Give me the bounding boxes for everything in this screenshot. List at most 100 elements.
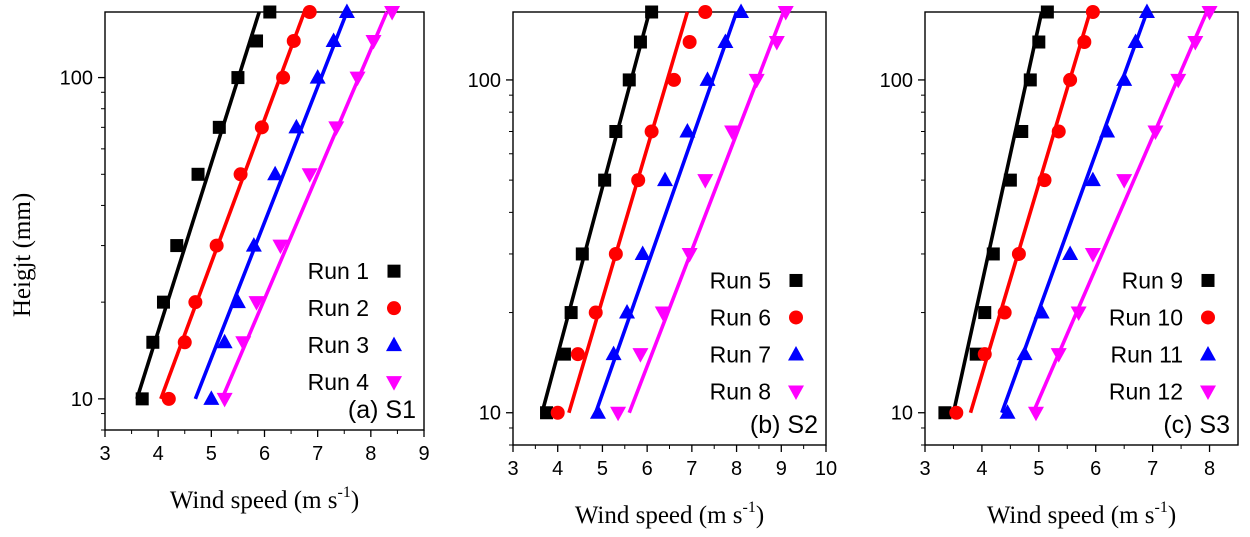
legend-marker: [386, 376, 402, 391]
legend: Run 9 Run 10 Run 11 Run 12: [1109, 267, 1216, 404]
x-tick-label: 10: [815, 458, 837, 480]
data-point: [1147, 125, 1164, 140]
data-point: [365, 34, 382, 50]
data-point: [631, 173, 646, 188]
data-point: [156, 295, 170, 309]
data-point: [697, 174, 714, 189]
data-point: [1084, 247, 1101, 263]
x-tick-label: 8: [1204, 458, 1215, 480]
legend: Run 5 Run 6 Run 7 Run 8: [710, 267, 804, 404]
data-point: [938, 406, 952, 420]
data-point: [161, 391, 176, 406]
data-point: [1127, 33, 1144, 49]
x-tick-label: 3: [99, 443, 110, 465]
legend-label: Run 4: [308, 369, 370, 395]
x-tick-label: 3: [919, 458, 930, 480]
data-point: [540, 406, 554, 420]
data-point: [209, 238, 224, 253]
data-point: [1062, 245, 1079, 260]
data-point: [589, 404, 606, 419]
legend-label: Run 7: [710, 341, 771, 367]
legend-label: Run 2: [308, 295, 369, 321]
x-axis-title-exponent: -1: [338, 484, 351, 501]
legend-label: Run 1: [308, 258, 369, 284]
data-point: [302, 5, 317, 19]
x-tick-label: 5: [1033, 458, 1044, 480]
data-point: [657, 171, 674, 187]
data-point: [605, 345, 622, 361]
legend-marker: [387, 301, 401, 316]
series-3: [193, 3, 355, 405]
series-1: [938, 5, 1054, 420]
x-tick-label: 5: [597, 458, 608, 480]
series-1: [540, 5, 659, 420]
legend-marker: [387, 264, 401, 278]
x-tick-label: 7: [1147, 458, 1158, 480]
x-tick-label: 7: [312, 443, 323, 465]
data-point: [1040, 5, 1054, 19]
data-point: [328, 121, 345, 136]
x-axis-title-close: ): [1168, 502, 1176, 529]
chart-panel-1: 3 4 5 6 7 8 9 10 100 Wind speed (m s-1) Run 1 Run 2…: [60, 3, 430, 514]
legend-label: Run 5: [710, 267, 771, 293]
x-tick-label: 6: [1090, 458, 1101, 480]
x-tick-label: 4: [153, 443, 164, 465]
data-point: [978, 306, 992, 320]
data-point: [717, 33, 734, 49]
data-point: [384, 6, 401, 21]
data-point: [1187, 36, 1204, 51]
legend-label: Run 3: [308, 332, 369, 358]
series-fit-line: [594, 11, 739, 414]
legend-marker: [789, 273, 803, 287]
x-axis-title-exponent: -1: [743, 499, 756, 516]
x-axis-title-exponent: -1: [1155, 499, 1168, 516]
data-point: [550, 405, 565, 420]
data-point: [309, 69, 326, 84]
series-1: [135, 5, 277, 406]
data-point: [619, 304, 636, 319]
data-point: [768, 36, 785, 51]
legend-label: Run 12: [1109, 378, 1183, 404]
data-point: [1070, 306, 1087, 322]
series-fit-line: [567, 11, 690, 414]
data-point: [557, 347, 571, 361]
data-point: [248, 296, 265, 311]
data-point: [216, 333, 233, 349]
y-tick-label: 100: [468, 70, 501, 92]
legend-marker: [1200, 345, 1216, 361]
data-point: [191, 167, 205, 181]
legend-marker: [1200, 385, 1216, 400]
data-point: [250, 34, 264, 48]
series-4: [1027, 6, 1218, 422]
data-point: [1015, 124, 1029, 138]
data-point: [1003, 173, 1017, 187]
y-tick-label: 10: [891, 403, 913, 425]
data-point: [188, 295, 203, 310]
data-point: [1116, 71, 1133, 86]
data-point: [288, 118, 305, 134]
data-point: [1170, 73, 1187, 89]
data-point: [682, 35, 697, 50]
legend: Run 1 Run 2 Run 3 Run 4: [308, 258, 402, 395]
data-point: [724, 125, 741, 140]
data-point: [1051, 124, 1066, 139]
data-point: [267, 165, 284, 181]
data-point: [203, 390, 220, 405]
legend-marker: [789, 310, 803, 325]
series-2: [159, 5, 317, 406]
data-point: [146, 335, 160, 349]
x-tick-label: 4: [552, 458, 563, 480]
data-point: [654, 306, 671, 322]
data-point: [666, 72, 681, 87]
data-point: [1050, 348, 1067, 363]
legend-label: Run 9: [1122, 267, 1183, 293]
data-point: [588, 305, 603, 320]
data-point: [644, 124, 659, 139]
data-point: [1116, 174, 1133, 189]
data-point: [610, 406, 627, 422]
data-point: [235, 336, 252, 351]
x-axis-title: Wind speed (m s-1): [170, 484, 359, 514]
data-point: [634, 245, 651, 260]
panel-label: (a) S1: [348, 396, 416, 424]
data-point: [1138, 3, 1155, 18]
